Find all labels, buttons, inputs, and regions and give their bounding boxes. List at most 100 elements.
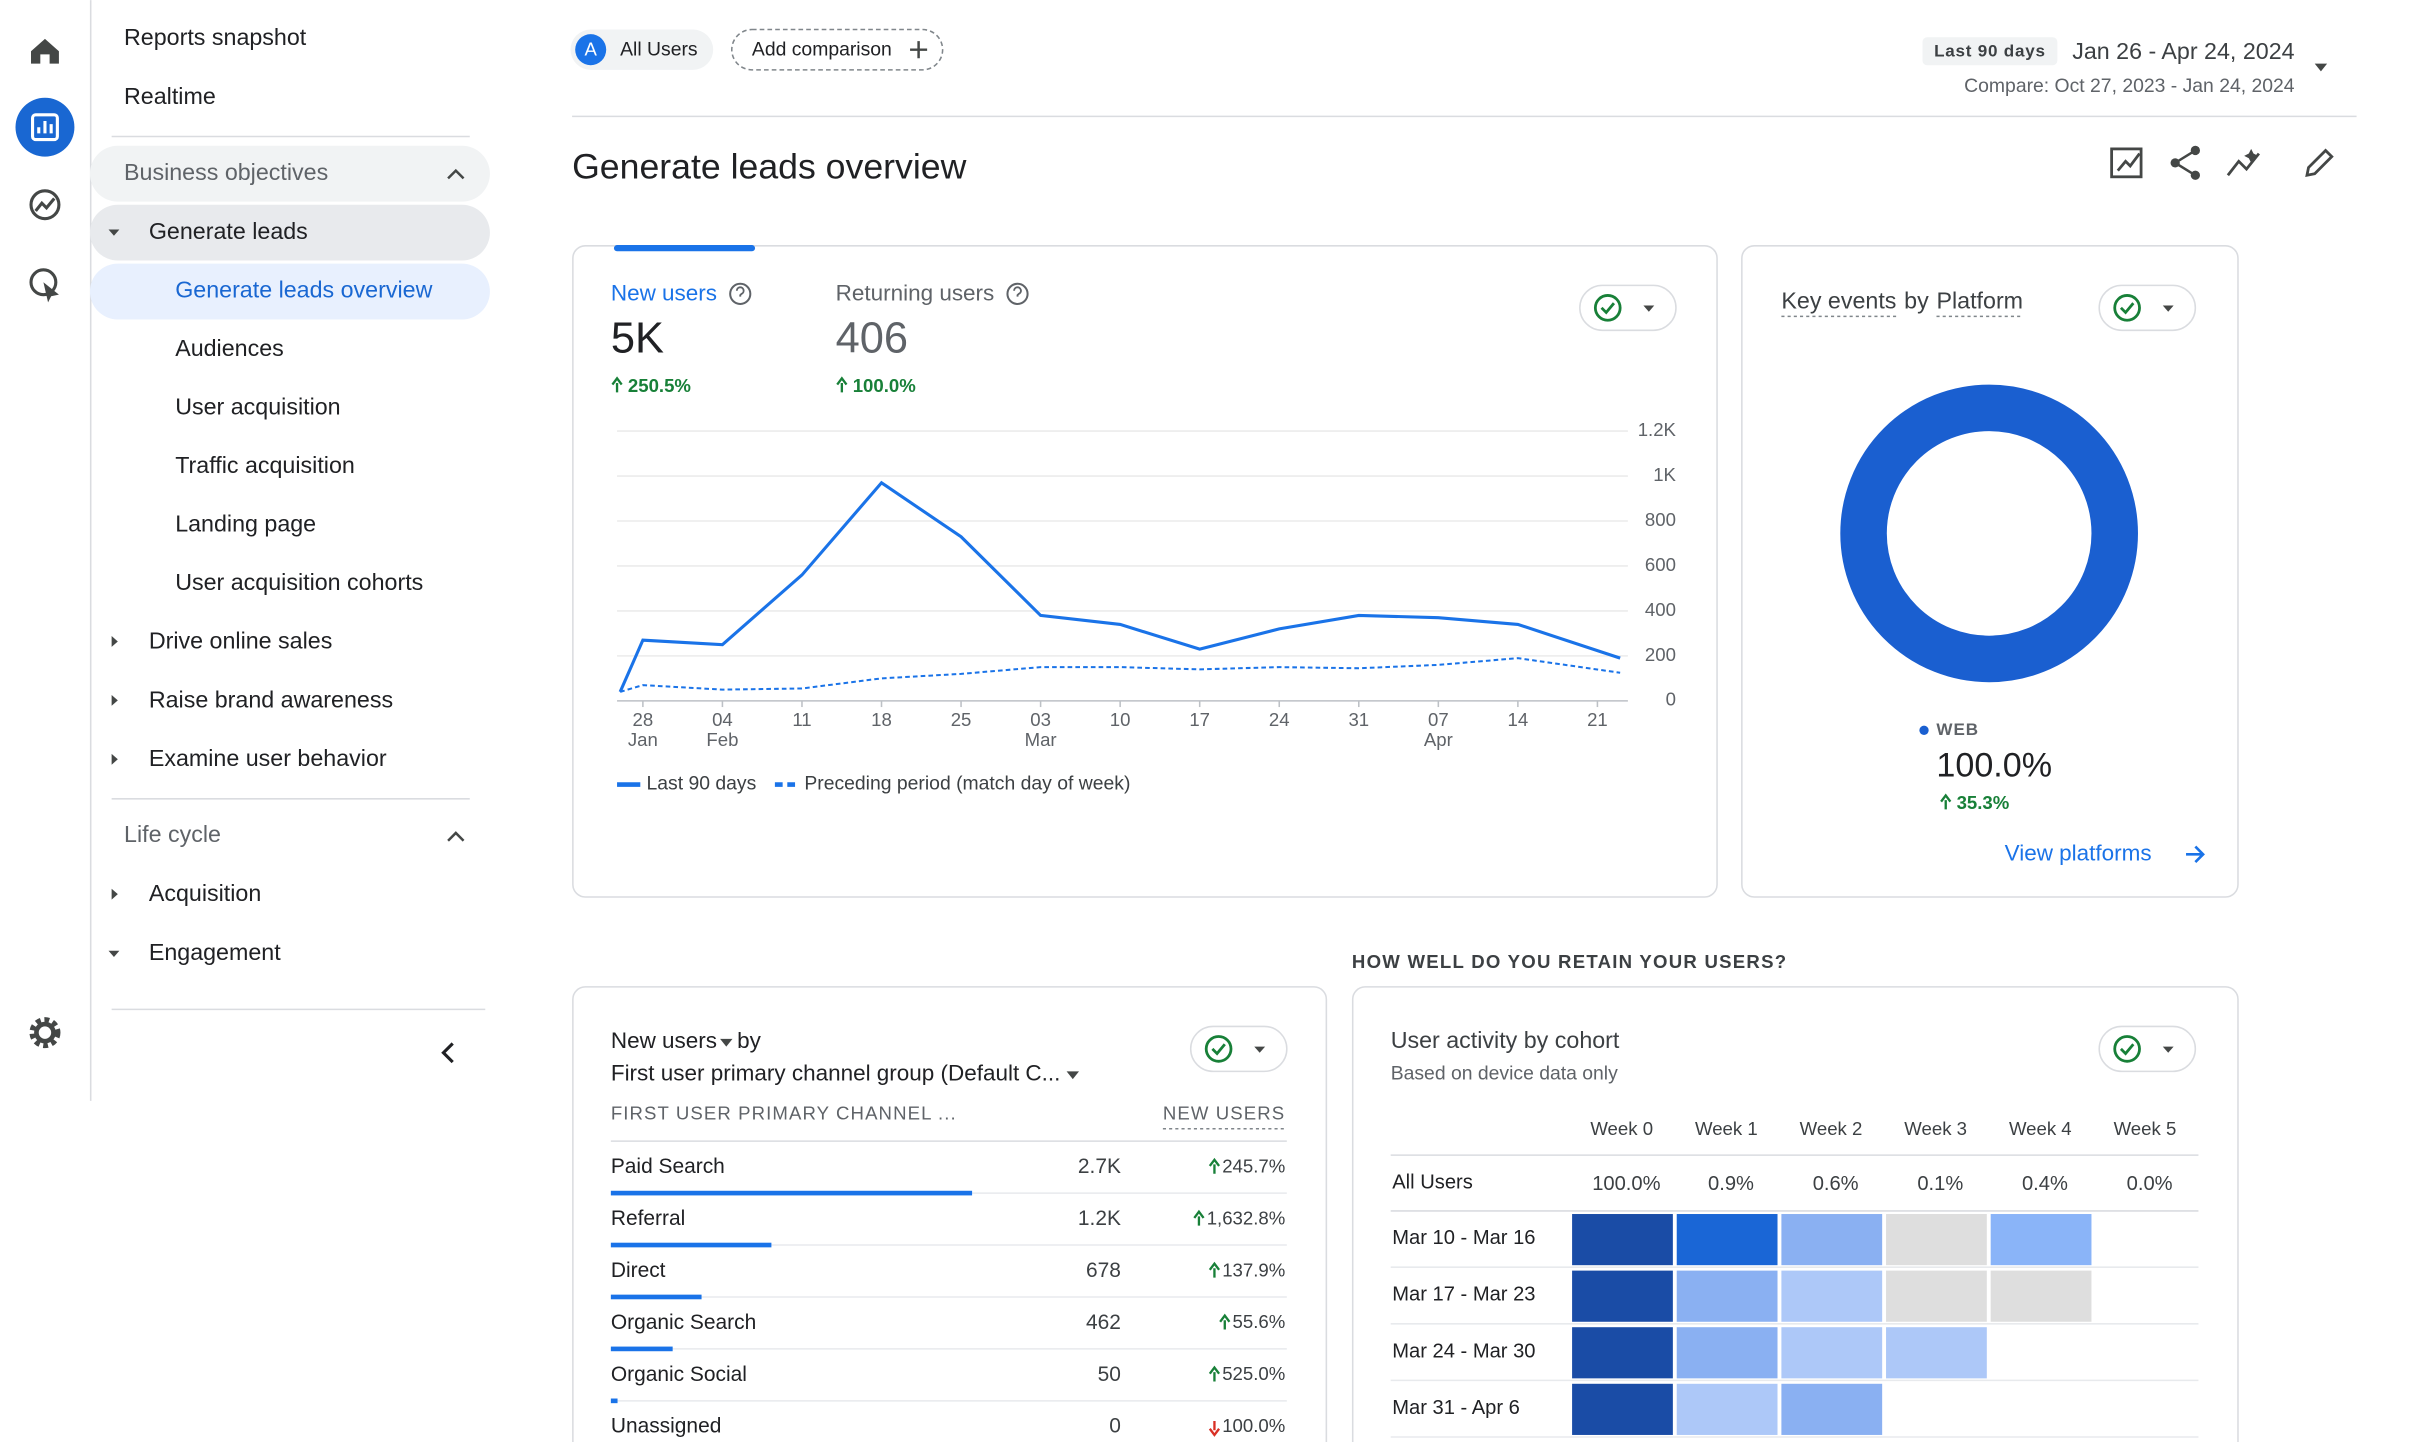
row-name: Paid Search <box>611 1155 725 1178</box>
check-icon <box>1204 1035 1233 1063</box>
nav-item[interactable]: User acquisition cohorts <box>175 569 423 595</box>
row-value: 50 <box>1098 1363 1121 1386</box>
row-value: 678 <box>1086 1259 1121 1282</box>
view-link[interactable]: View platforms <box>2005 840 2152 865</box>
customize-icon[interactable] <box>2110 147 2143 179</box>
nav-item[interactable]: Engagement <box>149 939 281 965</box>
series-line <box>618 480 1621 693</box>
y-tick-label: 400 <box>1645 599 1676 620</box>
caret <box>1066 1071 1080 1080</box>
cohort-cell <box>1572 1214 1673 1266</box>
card-title: by <box>1904 288 1929 314</box>
y-tick-label: 600 <box>1645 554 1676 575</box>
cohort-row-label: Mar 31 - Apr 6 <box>1392 1397 1520 1419</box>
card-metric[interactable]: New users <box>611 1028 717 1053</box>
share-icon[interactable] <box>2170 145 2200 180</box>
cohort-cell <box>1676 1327 1778 1379</box>
nav-item[interactable]: Landing page <box>175 510 316 536</box>
cohort-column: Week 4 <box>2009 1118 2072 1139</box>
nav-item[interactable]: Realtime <box>124 83 216 109</box>
donut-segment <box>1840 384 2138 683</box>
edit-icon[interactable] <box>2305 148 2334 178</box>
range-chip: Last 90 days <box>1934 42 2046 61</box>
rail-explore[interactable] <box>29 189 61 221</box>
rail-home[interactable] <box>31 38 59 64</box>
expander[interactable] <box>111 694 118 706</box>
rail-settings[interactable] <box>29 1017 61 1049</box>
metric-change: 100.0% <box>853 375 917 396</box>
nav-item[interactable]: Reports snapshot <box>124 24 307 50</box>
card-dimension[interactable]: First user primary channel group (Defaul… <box>611 1060 1061 1085</box>
cohort-column: Week 5 <box>2114 1118 2177 1139</box>
metric-value: 406 <box>836 315 908 363</box>
x-tick-label: 04 <box>712 709 733 730</box>
nav-item[interactable]: Raise brand awareness <box>149 686 393 712</box>
cohort-cell <box>1990 1270 2092 1322</box>
date-dropdown[interactable] <box>2314 63 2328 72</box>
icon <box>2305 148 2334 178</box>
check-icon <box>2113 1035 2141 1063</box>
rail-advertising[interactable] <box>29 268 59 303</box>
row-name: Direct <box>611 1259 666 1282</box>
nav-item[interactable]: Generate leads <box>149 218 308 244</box>
rail-reports[interactable] <box>15 97 75 157</box>
nav-item[interactable]: User acquisition <box>175 394 340 420</box>
collapse-nav[interactable] <box>441 1042 454 1064</box>
plus-icon <box>910 41 928 59</box>
cohort-cell <box>1676 1270 1778 1322</box>
cohort-cell <box>1572 1270 1673 1322</box>
legend-label: Preceding period (match day of week) <box>804 773 1130 795</box>
segment-label: All Users <box>620 39 697 61</box>
row-value: 2.7K <box>1078 1155 1121 1178</box>
row-value: 0 <box>1109 1415 1121 1438</box>
help-mark <box>735 286 745 297</box>
row-change: 1,632.8% <box>1207 1207 1286 1228</box>
nav-section[interactable]: Life cycle <box>124 821 221 847</box>
trend-arrow <box>1208 1261 1221 1278</box>
card-title: User activity by cohort <box>1391 1027 1620 1053</box>
segment-chip[interactable]: A All Users <box>570 29 714 70</box>
x-tick-label: 07 <box>1428 709 1449 730</box>
expander[interactable] <box>111 888 118 900</box>
x-tick-label: 10 <box>1110 709 1131 730</box>
metric-tab[interactable]: Returning users <box>836 281 995 306</box>
help-mark <box>1013 286 1022 297</box>
cohort-cell <box>1781 1383 1883 1435</box>
nav-item[interactable]: Drive online sales <box>149 627 333 653</box>
nav-item[interactable]: Audiences <box>175 335 284 361</box>
expander[interactable] <box>111 753 118 765</box>
icon <box>2172 149 2196 177</box>
cohort-cell <box>1886 1327 1987 1379</box>
nav-item[interactable]: Generate leads overview <box>175 277 432 303</box>
collapse-chevron <box>447 831 465 842</box>
cohort-value: 0.1% <box>1917 1173 1963 1195</box>
nav-section[interactable]: Business objectives <box>124 159 328 185</box>
expander[interactable] <box>111 636 118 647</box>
nav-item[interactable]: Examine user behavior <box>149 745 387 771</box>
row-name: Organic Social <box>611 1363 747 1386</box>
trend-arrow <box>1208 1365 1221 1382</box>
ads-cursor <box>43 282 59 303</box>
nav-item[interactable]: Traffic acquisition <box>175 452 355 478</box>
metric-tab[interactable]: New users <box>611 281 717 306</box>
add-comparison[interactable]: Add comparison <box>731 28 944 71</box>
card-by: by <box>737 1028 761 1053</box>
row-name: Organic Search <box>611 1311 756 1334</box>
expander[interactable] <box>108 950 120 957</box>
icon <box>2110 147 2143 179</box>
caret <box>720 1038 733 1047</box>
cohort-column: Week 3 <box>1904 1118 1967 1139</box>
date-range[interactable]: Jan 26 - Apr 24, 2024 <box>2072 38 2294 64</box>
nav-item[interactable]: Acquisition <box>149 880 261 906</box>
link-arrow[interactable] <box>2186 845 2205 864</box>
y-tick-label: 1.2K <box>1638 419 1677 440</box>
y-tick-label: 200 <box>1645 644 1676 665</box>
home-icon <box>31 38 59 64</box>
cohort-value: 0.9% <box>1708 1173 1754 1195</box>
x-month-label: Apr <box>1424 729 1453 750</box>
reports-icon <box>31 113 59 142</box>
column-header: FIRST USER PRIMARY CHANNEL ... <box>611 1103 957 1124</box>
column-header[interactable]: NEW USERS <box>1163 1103 1285 1124</box>
expander[interactable] <box>108 229 120 236</box>
insights-icon[interactable] <box>2226 148 2260 177</box>
